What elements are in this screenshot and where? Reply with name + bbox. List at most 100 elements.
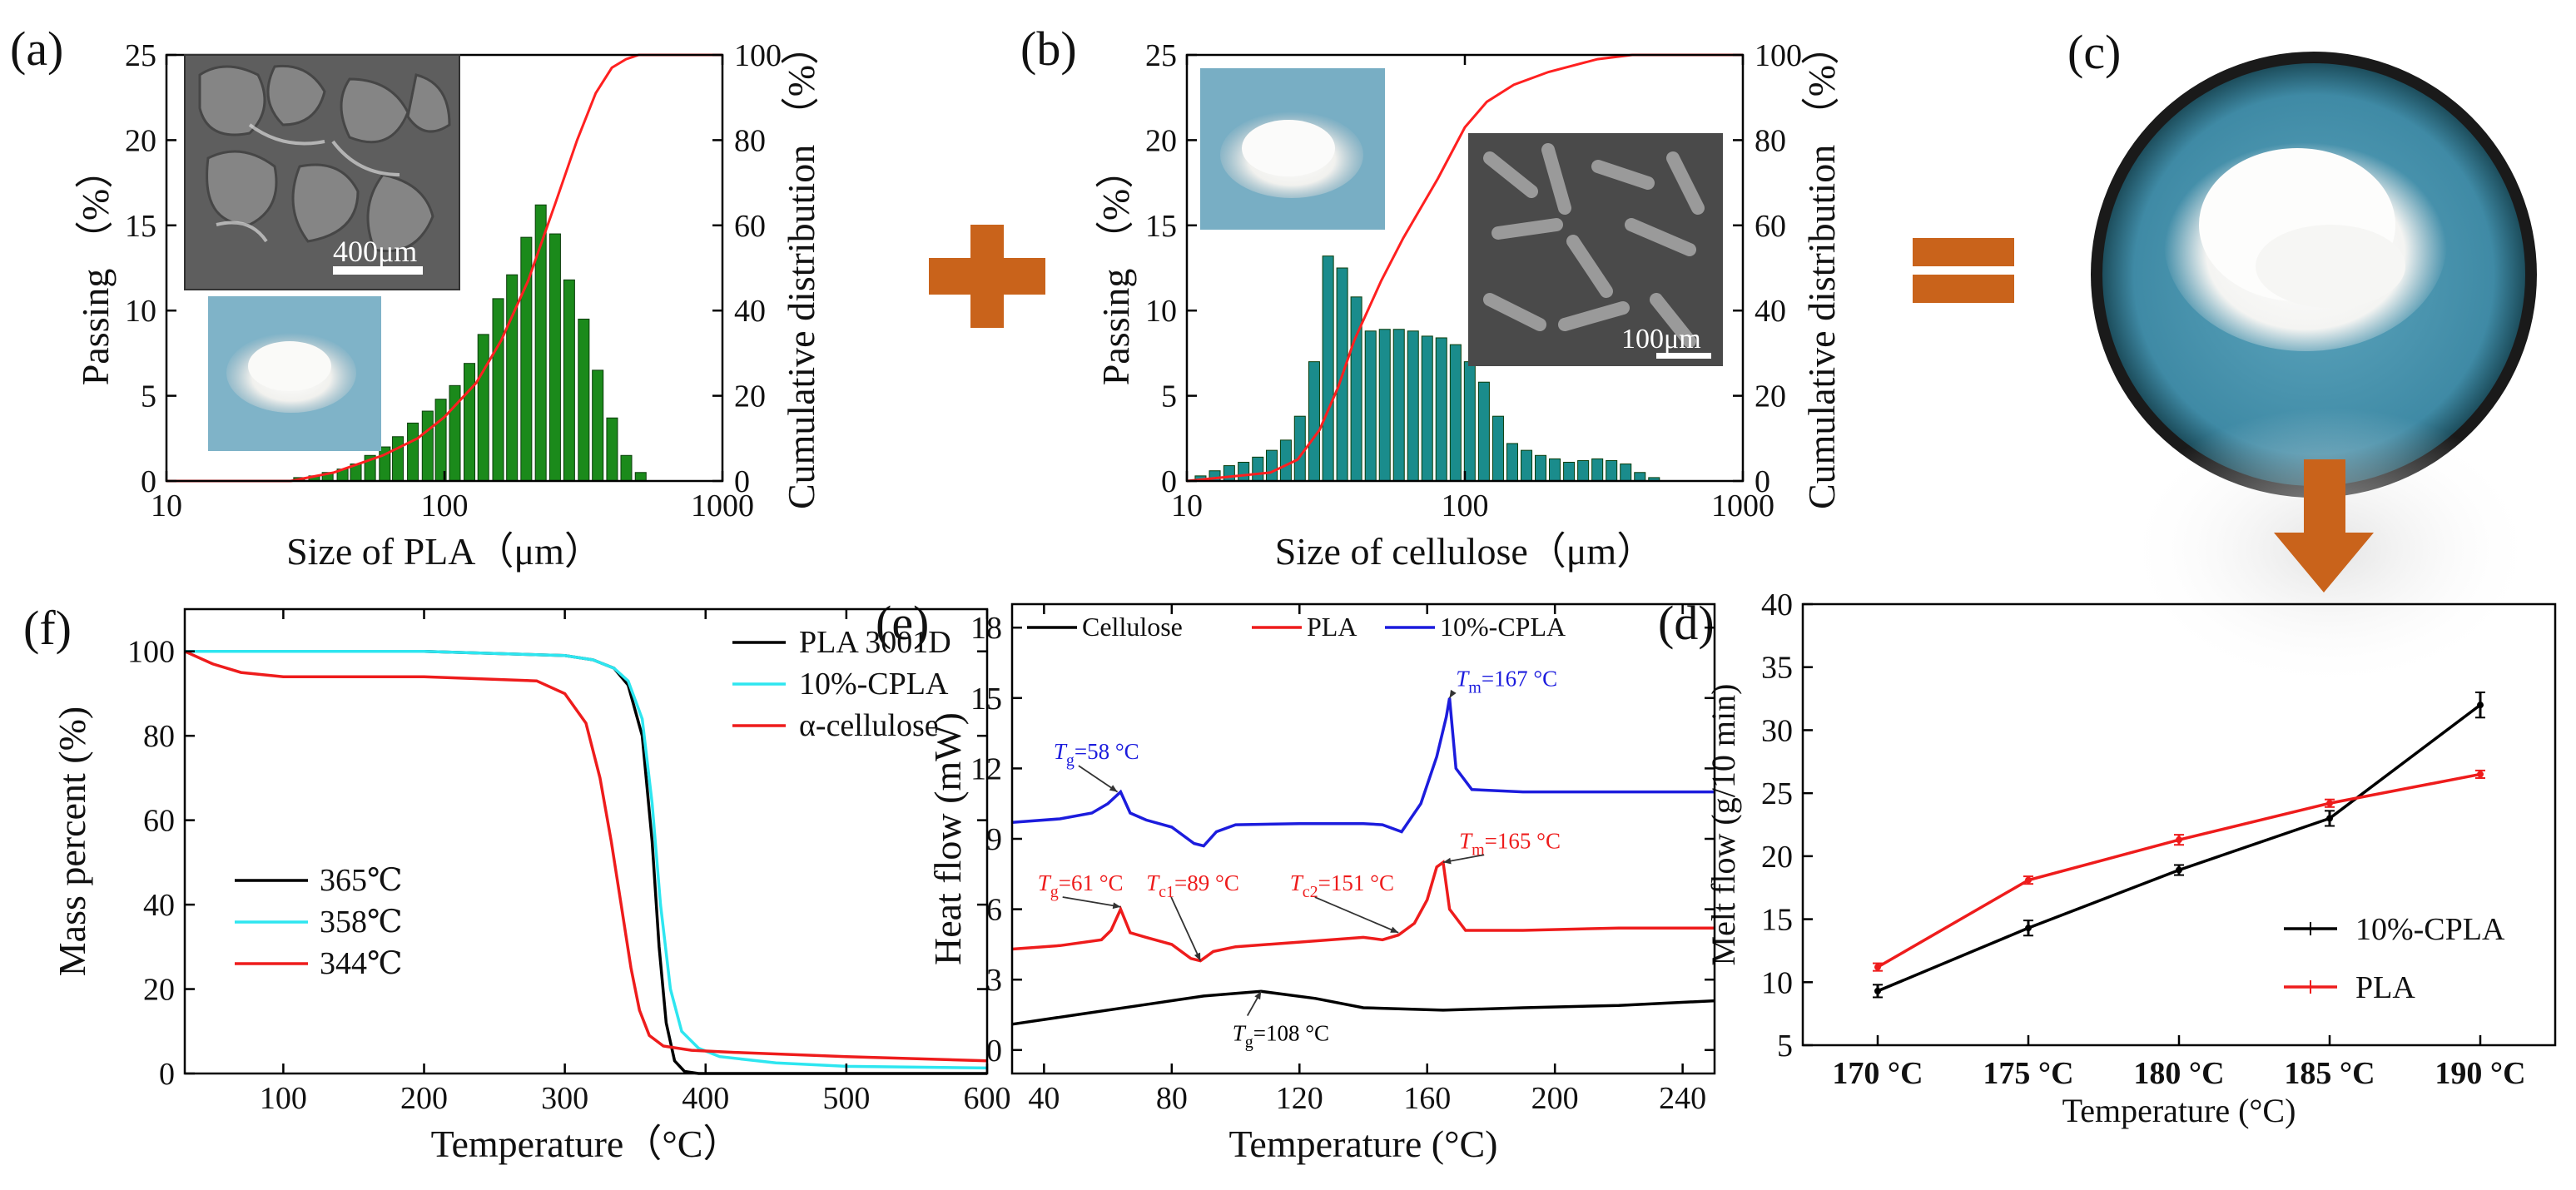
f-ytick-label: 40: [143, 888, 175, 923]
d-ytick-label: 40: [1761, 588, 1793, 622]
b-ytick-label: 20: [1145, 123, 1177, 158]
e-annotation: Tg=61 °C: [1038, 870, 1124, 901]
equals-symbol: [1913, 238, 2014, 303]
panel-b-sem-inset: 100μm: [1468, 133, 1723, 366]
f-xtick-label: 300: [541, 1081, 588, 1116]
e-annotation-arrowhead: [1194, 952, 1201, 961]
a-bar: [492, 298, 504, 482]
e-ytick-label: 6: [986, 893, 1002, 928]
a-bar: [407, 422, 419, 482]
e-ytick-label: 3: [986, 963, 1002, 998]
b-bar: [1521, 449, 1533, 482]
e-legend-label: PLA: [1307, 612, 1357, 642]
b-y2tick-label: 100: [1755, 38, 1802, 73]
a-ytick-label: 20: [125, 123, 156, 158]
e-annotation-arrowhead: [1442, 857, 1452, 865]
e-annotation-arrow: [1062, 896, 1121, 908]
f-ytick-label: 0: [159, 1057, 175, 1092]
d-ytick-label: 25: [1761, 776, 1793, 811]
e-series-cpla-line: [1011, 697, 1715, 848]
a-bar: [563, 279, 575, 482]
b-bar: [1265, 449, 1278, 482]
b-bar: [1238, 461, 1250, 482]
b-bar: [1308, 361, 1320, 482]
a-bar: [548, 233, 561, 482]
b-bar: [1449, 344, 1462, 482]
b-bar: [1463, 361, 1476, 482]
b-y2tick-label: 40: [1755, 294, 1786, 329]
panel-b-cumulative: [1186, 53, 1743, 483]
b-bar: [1252, 456, 1264, 482]
b-ytick-label: 0: [1161, 464, 1177, 499]
e-annotation: Tm=167 °C: [1456, 667, 1557, 697]
b-bar: [1634, 472, 1646, 482]
b-bar: [1506, 443, 1518, 482]
b-xtick-label: 100: [1442, 488, 1489, 523]
b-y2tick-label: 80: [1755, 123, 1786, 158]
d-point: [2176, 836, 2182, 844]
e-xtick-label: 160: [1403, 1081, 1451, 1116]
panel-a-powder-photo: [208, 296, 381, 451]
d-point: [2176, 866, 2182, 874]
b-bar: [1491, 415, 1504, 482]
panel-label-b: (b): [1020, 22, 1077, 76]
b-bar: [1620, 464, 1632, 482]
e-xtick-label: 240: [1659, 1081, 1706, 1116]
f-xtick-label: 600: [964, 1081, 1011, 1116]
panel-a-sem-inset: 400μm: [184, 54, 460, 290]
b-bar: [1549, 458, 1561, 482]
a-ytick-label: 0: [141, 464, 156, 499]
e-ytick-label: 0: [986, 1034, 1002, 1069]
d-series-cpla-line: [1877, 703, 2482, 993]
a-bar: [606, 417, 618, 482]
f-onset-label: 365℃: [320, 863, 403, 898]
b-bar: [1591, 458, 1604, 482]
f-onset-label: 344℃: [320, 946, 403, 981]
b-bar: [1563, 461, 1576, 482]
e-y-axis-label: Heat flow (mW): [926, 712, 969, 965]
f-xtick-label: 200: [400, 1081, 448, 1116]
down-arrow: [2122, 408, 2539, 691]
e-xtick-label: 80: [1156, 1081, 1188, 1116]
b-ytick-label: 15: [1145, 209, 1177, 244]
d-frame: [1801, 602, 2557, 1047]
a-y2tick-label: 80: [734, 123, 766, 158]
b-bar: [1535, 454, 1547, 482]
f-frame: [183, 607, 989, 1075]
f-x-axis-label: Temperature（°C）: [431, 1123, 742, 1165]
e-annotation-arrowhead: [1112, 902, 1121, 910]
a-bar: [578, 318, 590, 482]
a-ytick-label: 10: [125, 294, 156, 329]
e-annotation-arrowhead: [1449, 689, 1457, 698]
f-xtick-label: 500: [822, 1081, 870, 1116]
d-point: [2025, 925, 2032, 932]
f-onset-label: 358℃: [320, 905, 403, 940]
e-annotation-arrow: [1078, 765, 1119, 793]
b-y2tick-label: 0: [1755, 464, 1770, 499]
a-y2tick-label: 60: [734, 209, 766, 244]
b-bar: [1477, 381, 1490, 482]
panel-label-e: (e): [876, 596, 929, 650]
b-y2tick-label: 60: [1755, 209, 1786, 244]
b-bar: [1223, 465, 1235, 482]
d-xtick-label: 190 °C: [2435, 1056, 2525, 1091]
d-ytick-label: 35: [1761, 651, 1793, 686]
a-ytick-label: 25: [125, 38, 156, 73]
b-y-axis-label: Passing （%）: [1094, 151, 1137, 385]
panel-c-composite-powder-photo: [2091, 52, 2537, 498]
a-bar: [477, 334, 489, 482]
e-annotation-arrowhead: [1109, 785, 1118, 792]
d-xtick-label: 185 °C: [2284, 1056, 2375, 1091]
d-legend-label: PLA: [2355, 970, 2415, 1005]
e-annotation-arrowhead: [1254, 991, 1262, 1000]
b-bar: [1606, 459, 1618, 482]
f-ytick-label: 100: [127, 635, 175, 670]
a-bar: [449, 384, 461, 482]
b-bar: [1435, 337, 1447, 482]
a-y-axis-label: Passing （%）: [74, 151, 117, 385]
d-y-axis-label: Melt flow (g/10 min): [1705, 684, 1742, 966]
e-frame: [1010, 602, 1716, 1075]
